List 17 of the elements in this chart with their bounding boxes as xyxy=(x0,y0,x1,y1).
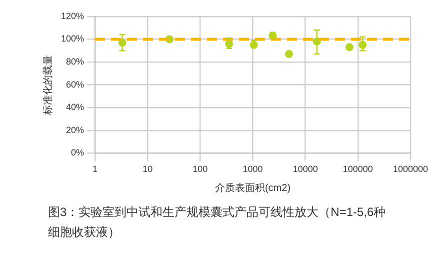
y-tick-label: 60% xyxy=(66,79,84,90)
y-tick-label: 40% xyxy=(66,102,84,112)
x-tick-label: 10000 xyxy=(292,164,318,174)
y-tick-label: 20% xyxy=(66,124,84,135)
x-tick-label: 10 xyxy=(142,164,153,174)
x-tick-label: 100 xyxy=(192,164,208,174)
caption: 图3：实验室到中试和生产规模囊式产品可线性放大（N=1-5,6种细胞收获液） xyxy=(47,204,387,241)
y-tick-label: 120% xyxy=(60,10,84,21)
y-axis-title: 标准化的载量 xyxy=(42,54,54,116)
x-axis-title: 介质表面积(cm2) xyxy=(214,182,291,194)
x-tick-label: 1000 xyxy=(242,164,263,174)
x-tick-label: 100000 xyxy=(342,164,373,174)
x-tick-label: 1 xyxy=(92,164,98,174)
y-tick-label: 0% xyxy=(71,148,84,158)
x-tick-label: 1000000 xyxy=(392,164,428,174)
y-tick-label: 80% xyxy=(66,56,84,66)
y-tick-label: 100% xyxy=(60,34,84,44)
